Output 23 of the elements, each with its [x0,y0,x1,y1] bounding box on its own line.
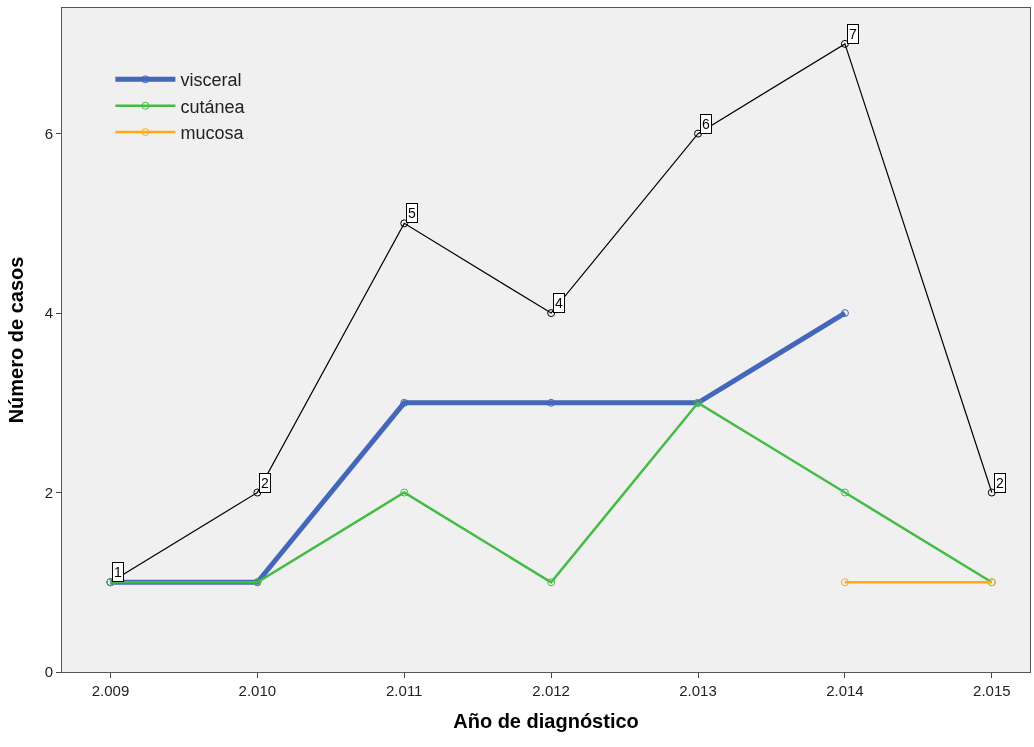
data-label: 6 [702,116,710,132]
data-label: 5 [408,205,416,221]
x-tick-label: 2.009 [91,682,130,699]
data-label: 4 [555,295,563,311]
x-tick-label: 2.010 [238,682,277,699]
x-tick-label: 2.015 [973,682,1011,699]
y-tick-label: 4 [44,304,53,322]
y-tick-label: 6 [44,124,53,142]
y-tick-label: 2 [44,483,53,501]
data-label: 7 [849,26,857,42]
legend-label: cutánea [180,96,246,117]
x-tick-label: 2.013 [679,682,717,699]
x-tick-label: 2.012 [532,682,570,699]
y-axis-title: Número de casos [5,256,28,424]
y-tick-label: 0 [44,663,53,681]
x-axis-title: Año de diagnóstico [453,709,639,732]
data-label: 1 [114,564,122,580]
data-label: 2 [261,475,269,491]
x-tick-label: 2.011 [386,682,423,699]
legend-label: mucosa [180,123,245,144]
legend-label: visceral [180,70,242,91]
data-label: 2 [996,475,1004,491]
x-tick-label: 2.014 [826,682,864,699]
